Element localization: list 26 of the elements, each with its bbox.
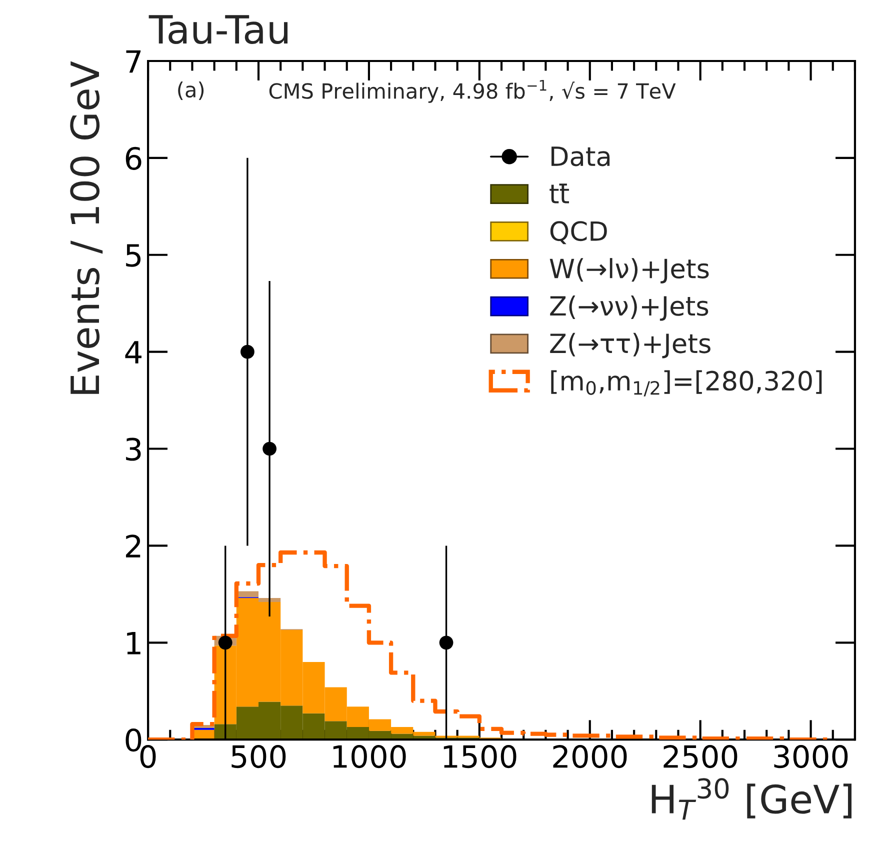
y-tick-label: 1 xyxy=(127,632,140,654)
legend-label: QCD xyxy=(550,221,607,244)
y-tick-label: 7 xyxy=(126,50,141,73)
x-axis-title: H$_{T}$$^{30}$ [GeV] xyxy=(652,778,852,820)
y-axis-title: Events / 100 GeV xyxy=(70,61,103,394)
chart-title: Tau-Tau xyxy=(148,15,288,44)
y-tick-label: 4 xyxy=(125,341,142,364)
legend-label: tt̄ xyxy=(550,184,569,204)
y-tick-label: 5 xyxy=(126,244,141,267)
legend-label: Z(→νν)+Jets xyxy=(550,296,708,321)
x-tick-label: 1000 xyxy=(333,745,406,768)
annotation: CMS Preliminary, 4.98 fb$^{−1}$, √s = 7 TeV xyxy=(269,80,676,103)
legend-label: Z(→ττ)+Jets xyxy=(550,332,710,358)
y-tick-label: 2 xyxy=(126,534,140,558)
x-tick-label: 3000 xyxy=(774,745,848,768)
x-tick-label: 500 xyxy=(232,745,286,768)
y-tick-label: 0 xyxy=(126,728,142,752)
y-tick-label: 3 xyxy=(126,438,141,461)
x-tick-label: 1500 xyxy=(444,745,516,768)
x-tick-label: 2000 xyxy=(553,745,627,768)
legend-label: [m$_{0}$,m$_{1/2}$]=[280,320] xyxy=(551,370,822,396)
y-tick-label: 6 xyxy=(126,146,142,170)
x-tick-label: 2500 xyxy=(664,745,738,768)
legend-label: Data xyxy=(552,146,610,166)
annotation: (a) xyxy=(178,81,204,100)
legend-label: W(→lν)+Jets xyxy=(550,258,709,284)
